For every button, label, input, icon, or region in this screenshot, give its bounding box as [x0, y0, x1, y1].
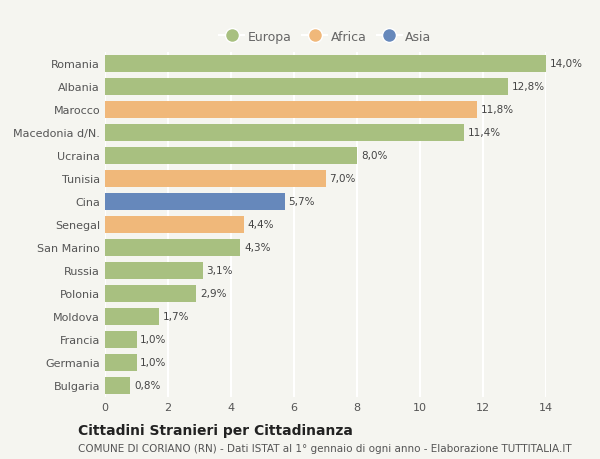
- Text: Cittadini Stranieri per Cittadinanza: Cittadini Stranieri per Cittadinanza: [78, 423, 353, 437]
- Bar: [105, 194, 284, 210]
- Text: 3,1%: 3,1%: [206, 266, 233, 276]
- Text: 5,7%: 5,7%: [289, 197, 315, 207]
- Text: 7,0%: 7,0%: [329, 174, 356, 184]
- Bar: [105, 125, 464, 141]
- Bar: [105, 331, 137, 348]
- Bar: [105, 56, 546, 73]
- Bar: [105, 285, 196, 302]
- Text: 11,4%: 11,4%: [468, 128, 501, 138]
- Bar: [105, 263, 203, 279]
- Text: 14,0%: 14,0%: [550, 59, 583, 69]
- Text: 8,0%: 8,0%: [361, 151, 387, 161]
- Text: 0,8%: 0,8%: [134, 381, 160, 391]
- Bar: [105, 148, 357, 164]
- Bar: [105, 354, 137, 371]
- Text: 1,0%: 1,0%: [140, 335, 167, 345]
- Text: 1,0%: 1,0%: [140, 358, 167, 368]
- Text: 11,8%: 11,8%: [481, 105, 514, 115]
- Text: COMUNE DI CORIANO (RN) - Dati ISTAT al 1° gennaio di ogni anno - Elaborazione TU: COMUNE DI CORIANO (RN) - Dati ISTAT al 1…: [78, 443, 572, 453]
- Bar: [105, 240, 241, 256]
- Bar: [105, 102, 477, 118]
- Bar: [105, 79, 508, 95]
- Bar: [105, 217, 244, 233]
- Text: 4,3%: 4,3%: [244, 243, 271, 253]
- Bar: [105, 171, 326, 187]
- Text: 2,9%: 2,9%: [200, 289, 227, 299]
- Text: 12,8%: 12,8%: [512, 82, 545, 92]
- Bar: [105, 308, 158, 325]
- Text: 1,7%: 1,7%: [163, 312, 189, 322]
- Text: 4,4%: 4,4%: [247, 220, 274, 230]
- Bar: [105, 377, 130, 394]
- Legend: Europa, Africa, Asia: Europa, Africa, Asia: [217, 28, 434, 46]
